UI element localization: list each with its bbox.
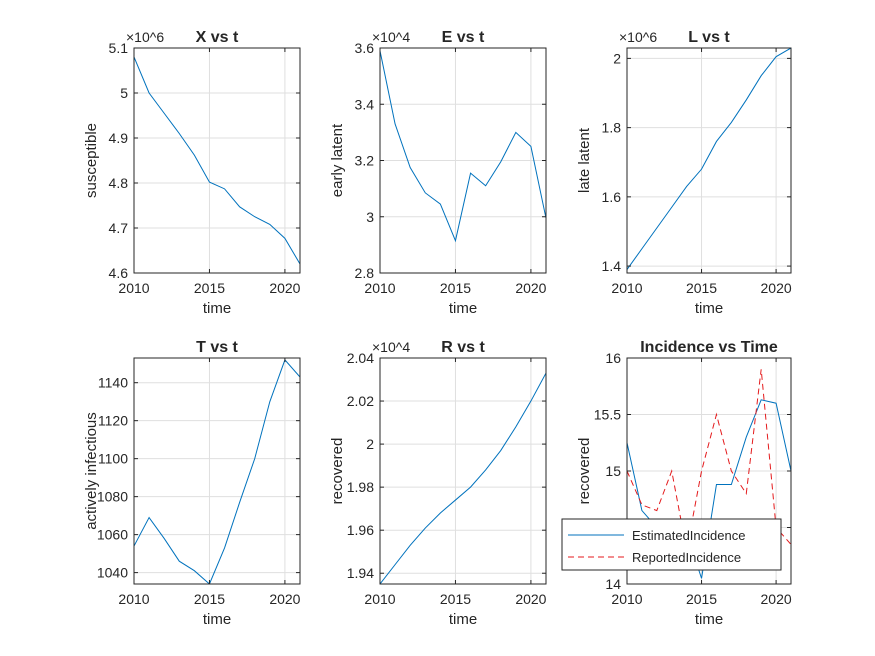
plot-area [627, 48, 791, 273]
axes-box [133, 47, 301, 274]
y-tick-label: 3.4 [355, 96, 375, 112]
plot-area [380, 358, 546, 584]
x-tick-label: 2020 [269, 591, 300, 607]
y-tick-label: 3.2 [355, 153, 375, 169]
x-axis-label: time [203, 300, 231, 317]
y-tick-label: 5.1 [109, 40, 129, 56]
y-tick-label: 15 [605, 463, 621, 479]
subplot-4: 2010 2015 2020 1040 1060 1080 1100 1120 1140 T vs… [83, 339, 301, 628]
x-axis-label: time [449, 611, 477, 628]
series-line-1 [627, 48, 791, 270]
axes-box [626, 47, 792, 274]
y-tick-label: 3.6 [355, 40, 375, 56]
subplot-3: 2010 2015 2020 1.4 1.6 1.8 2 ×10^6 L vs t time lat… [576, 29, 792, 317]
y-axis-label: susceptible [83, 123, 100, 198]
y-tick-label: 1140 [98, 375, 128, 391]
x-tick-label: 2010 [118, 280, 149, 296]
x-tick-label: 2020 [761, 280, 792, 296]
x-tick-label: 2020 [761, 591, 792, 607]
y-tick-label: 14 [605, 576, 621, 592]
y-tick-label: 1.98 [347, 479, 374, 495]
x-tick-label: 2015 [194, 280, 225, 296]
y-tick-label: 1100 [98, 451, 128, 467]
x-tick-label: 2020 [269, 280, 300, 296]
axes-box [133, 357, 301, 585]
series-line-2 [627, 369, 791, 551]
series-line-1 [380, 372, 546, 584]
legend-box [561, 518, 782, 571]
x-axis-label: time [695, 611, 723, 628]
x-tick-label: 2010 [364, 591, 395, 607]
y-tick-label: 5 [120, 85, 128, 101]
y-tick-label: 4.9 [109, 130, 129, 146]
x-tick-label: 2015 [686, 591, 717, 607]
y-tick-label: 16 [605, 350, 621, 366]
legend-label-1: EstimatedIncidence [632, 528, 745, 543]
y-axis-label: late latent [576, 127, 593, 193]
subplot-title: T vs t [196, 339, 238, 356]
x-tick-label: 2020 [515, 591, 546, 607]
series-line-1 [380, 50, 546, 243]
y-axis-label: actively infectious [83, 412, 100, 530]
y-tick-label: 1.94 [347, 565, 374, 581]
x-axis-label: time [449, 300, 477, 317]
y-tick-label: 4.6 [109, 265, 129, 281]
x-tick-label: 2015 [194, 591, 225, 607]
y-tick-label: 1.8 [602, 120, 622, 136]
y-tick-label: 2.04 [347, 350, 374, 366]
y-tick-label: 4.8 [109, 175, 129, 191]
y-tick-label: 1.4 [602, 258, 622, 274]
legend-label-2: ReportedIncidence [632, 550, 741, 565]
subplot-title: X vs t [196, 29, 239, 46]
y-tick-label: 2 [366, 436, 374, 452]
axis-exponent: ×10^6 [126, 29, 164, 45]
y-tick-label: 3 [366, 209, 374, 225]
y-tick-label: 2 [613, 50, 621, 66]
y-axis-label: recovered [329, 438, 346, 505]
y-axis-label: early latent [329, 123, 346, 197]
y-tick-label: 1.6 [602, 189, 622, 205]
y-tick-label: 2.02 [347, 393, 374, 409]
y-tick-label: 1040 [97, 565, 128, 581]
series-line-1 [134, 358, 300, 584]
plot-area [134, 358, 300, 584]
series-line-1 [134, 56, 300, 265]
axis-exponent: ×10^4 [372, 29, 410, 45]
subplot-title: L vs t [688, 29, 730, 46]
axis-exponent: ×10^4 [372, 339, 410, 355]
y-tick-label: 15.5 [594, 407, 621, 423]
subplot-title: Incidence vs Time [640, 339, 778, 356]
x-axis-label: time [695, 300, 723, 317]
y-tick-label: 1120 [98, 413, 128, 429]
x-tick-label: 2015 [440, 280, 471, 296]
x-axis-label: time [203, 611, 231, 628]
y-tick-label: 2.8 [355, 265, 375, 281]
x-tick-label: 2010 [364, 280, 395, 296]
subplot-5: 2010 2015 2020 1.94 1.96 1.98 2 2.02 2.04×10^4 R … [329, 339, 547, 628]
x-tick-label: 2010 [611, 280, 642, 296]
y-axis-label: recovered [576, 438, 593, 505]
x-tick-label: 2015 [686, 280, 717, 296]
y-tick-label: 1.96 [347, 522, 374, 538]
subplot-title: R vs t [441, 339, 485, 356]
y-tick-label: 1080 [97, 489, 128, 505]
y-tick-label: 1060 [97, 527, 128, 543]
subplot-1: 2010 2015 2020 4.6 4.7 4.8 4.9 5 5.1×10^6 X vs t t… [83, 29, 301, 317]
x-tick-label: 2020 [515, 280, 546, 296]
legend: EstimatedIncidence ReportedIncidence [561, 518, 782, 571]
axis-exponent: ×10^6 [619, 29, 657, 45]
x-tick-label: 2010 [611, 591, 642, 607]
plot-area [134, 48, 300, 273]
subplot-title: E vs t [442, 29, 485, 46]
x-tick-label: 2015 [440, 591, 471, 607]
x-tick-label: 2010 [118, 591, 149, 607]
axes-box [379, 357, 547, 585]
subplot-2: 2010 2015 2020 2.8 3 3.2 3.4 3.6×10^4 E vs t time… [329, 29, 547, 317]
y-tick-label: 4.7 [109, 220, 129, 236]
